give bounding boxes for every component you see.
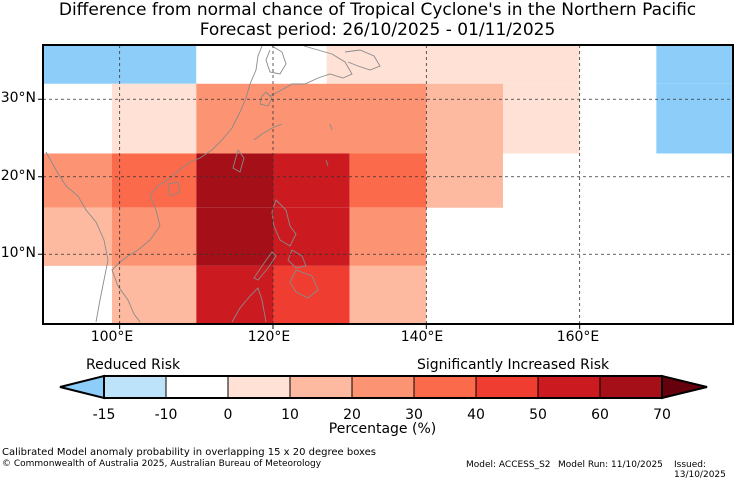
anomaly-cell	[579, 153, 733, 208]
footer-copyright: © Commonwealth of Australia 2025, Austra…	[2, 459, 322, 469]
axis-ticks	[38, 98, 581, 329]
map-frame	[42, 44, 734, 325]
anomaly-cell	[426, 153, 503, 208]
burma-coastline	[45, 151, 109, 323]
ryukyu-islands	[253, 123, 283, 141]
anomaly-cell	[326, 45, 427, 84]
lon-label-100: 100°E	[90, 329, 134, 345]
cb-tick: 20	[343, 407, 361, 423]
anomaly-cell	[196, 265, 273, 324]
anomaly-cell	[656, 83, 733, 154]
anomaly-cell	[426, 265, 580, 324]
cb-bin	[289, 375, 353, 399]
anomaly-cell	[579, 45, 657, 84]
anomaly-cell	[112, 83, 197, 154]
borneo-coastline	[231, 287, 267, 323]
anomaly-cell	[112, 265, 197, 324]
cb-under-arrow	[59, 374, 105, 400]
cb-bin	[537, 375, 601, 399]
anomaly-cell	[503, 83, 580, 154]
indochina-coastline	[119, 167, 183, 263]
anomaly-cell	[273, 153, 350, 208]
palawan-coastline	[253, 251, 277, 281]
increased-risk-label: Significantly Increased Risk	[417, 357, 610, 373]
china-coastline	[181, 45, 263, 169]
anomaly-cell	[349, 207, 427, 266]
cb-tick: 0	[223, 407, 233, 423]
cb-tick: 40	[467, 407, 485, 423]
mariana-islands	[325, 123, 333, 167]
anomaly-cell	[196, 45, 273, 84]
lon-label-140: 140°E	[400, 329, 444, 345]
thailand-coastline	[111, 261, 141, 323]
footer-run: Model Run: 11/10/2025	[558, 460, 663, 470]
japan-coastline	[269, 45, 353, 97]
cb-bin	[227, 375, 291, 399]
anomaly-cell	[273, 207, 350, 266]
taiwan-coastline	[232, 148, 245, 173]
luzon-coastline	[271, 199, 297, 247]
cb-tick: 60	[591, 407, 609, 423]
korea-coastline	[265, 45, 287, 75]
graticule	[43, 45, 733, 324]
anomaly-cell	[426, 45, 580, 84]
anomaly-grid	[43, 45, 733, 324]
hainan-coastline	[167, 181, 181, 197]
anomaly-cell	[426, 83, 503, 154]
cb-tick: 10	[281, 407, 299, 423]
lon-label-120: 120°E	[247, 329, 291, 345]
anomaly-cell	[112, 153, 197, 208]
anomaly-cell	[43, 207, 112, 266]
anomaly-cell	[112, 207, 197, 266]
cb-tick: -15	[92, 407, 116, 423]
footer-note: Calibrated Model anomaly probability in …	[2, 447, 377, 458]
visayas-coastline	[287, 249, 307, 269]
anomaly-cell	[349, 153, 427, 208]
lat-label-20: 20°N	[0, 168, 36, 184]
lat-label-10: 10°N	[0, 245, 36, 261]
cb-bin	[165, 375, 229, 399]
cb-bin	[475, 375, 539, 399]
anomaly-cell	[196, 207, 273, 266]
mindanao-coastline	[289, 269, 319, 299]
lat-label-30: 30°N	[0, 90, 36, 106]
colorbar-unit-label: Percentage (%)	[328, 421, 437, 437]
chart-title: Difference from normal chance of Tropica…	[58, 0, 697, 20]
hokkaido-coastline	[344, 49, 381, 71]
cb-bin	[413, 375, 477, 399]
cb-frame	[103, 375, 663, 399]
footer-model: Model: ACCESS_S2	[466, 460, 551, 470]
reduced-risk-label: Reduced Risk	[86, 357, 181, 373]
anomaly-cell	[43, 153, 112, 208]
coastlines	[45, 45, 381, 323]
cb-tick: -10	[154, 407, 178, 423]
cb-tick: 30	[405, 407, 423, 423]
anomaly-cell	[349, 265, 427, 324]
cb-bin	[351, 375, 415, 399]
cb-tick: 70	[653, 407, 671, 423]
forecast-map	[38, 44, 734, 400]
cb-over-arrow	[661, 374, 708, 400]
forecast-period: Forecast period: 26/10/2025 - 01/11/2025	[199, 20, 556, 40]
cb-bin	[103, 375, 167, 399]
anomaly-cell	[656, 45, 733, 84]
anomaly-cell	[579, 83, 657, 154]
cb-tick: 50	[529, 407, 547, 423]
lon-label-160: 160°E	[556, 329, 600, 345]
anomaly-cell	[196, 83, 427, 154]
footer-issued: Issued: 13/10/2025	[674, 460, 726, 480]
kyushu-coastline	[259, 91, 273, 107]
colorbar	[59, 374, 708, 400]
cb-bin	[599, 375, 663, 399]
